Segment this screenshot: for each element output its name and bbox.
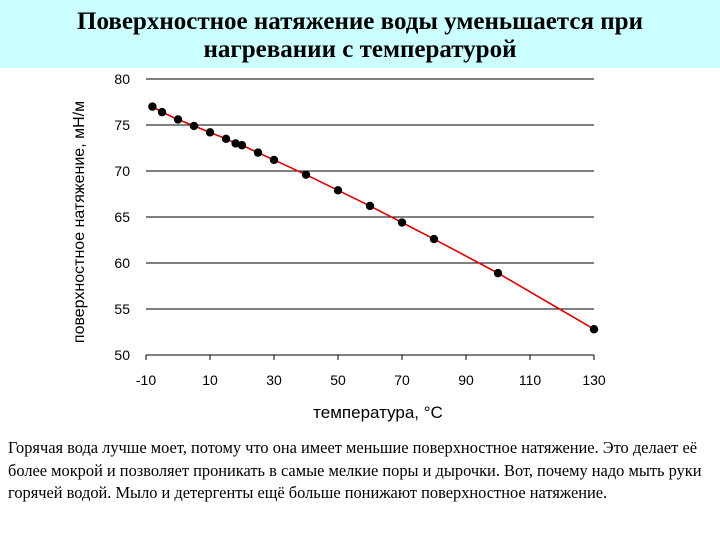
data-point: [253, 148, 263, 157]
y-tick-label: 50: [114, 347, 130, 363]
chart: 80 75 70 65 60 55 50 -10 10 30 50 70 90 110 130 темпера…: [71, 71, 606, 422]
data-point: [429, 234, 439, 244]
data-point: [301, 170, 311, 179]
data-point: [365, 201, 375, 211]
data-point: [269, 155, 279, 165]
data-point: [173, 115, 183, 124]
data-point: [189, 121, 199, 131]
x-tick-label: 70: [394, 372, 410, 388]
x-tick-label: 30: [266, 372, 282, 388]
y-tick-label: 60: [114, 255, 130, 271]
y-tick-label: 80: [114, 71, 130, 87]
data-point: [157, 107, 167, 117]
data-point: [237, 141, 247, 150]
data-point: [493, 268, 503, 278]
x-tick-label: 110: [519, 372, 542, 388]
y-tick-label: 75: [114, 117, 130, 133]
y-tick-label: 65: [114, 209, 130, 225]
x-tick-label: -10: [136, 372, 156, 388]
x-tick-label: 90: [458, 372, 474, 388]
data-point: [148, 102, 157, 111]
y-tick-label: 70: [114, 163, 130, 179]
caption-text: Горячая вода лучше моет, потому что она …: [8, 438, 702, 502]
page-title: Поверхностное натяжение воды уменьшается…: [77, 8, 643, 63]
data-point: [231, 139, 240, 148]
x-tick-label: 130: [582, 372, 606, 388]
x-axis-label: температура, °C: [313, 403, 443, 422]
data-point: [205, 128, 215, 137]
x-tick-label: 10: [202, 372, 218, 388]
series-line: [152, 105, 595, 330]
data-point: [221, 134, 231, 143]
y-tick-label: 55: [114, 301, 130, 317]
data-point: [333, 186, 343, 195]
title-banner: Поверхностное натяжение воды уменьшается…: [0, 0, 720, 68]
data-point: [397, 218, 407, 227]
x-tick-label: 50: [330, 372, 346, 388]
y-axis-label: поверхностное натяжение, мН/м: [71, 101, 88, 343]
data-point: [589, 325, 599, 334]
